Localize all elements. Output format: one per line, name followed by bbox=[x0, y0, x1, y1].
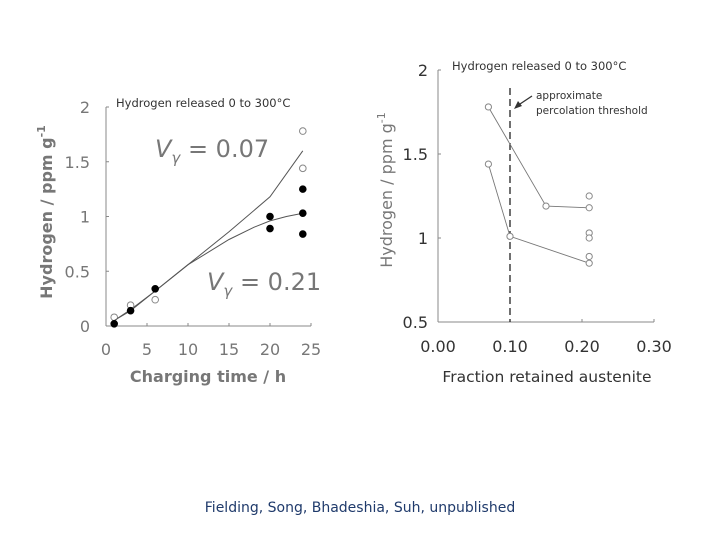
left-y-label-main: Hydrogen / ppm g bbox=[37, 137, 56, 298]
data-point-open bbox=[299, 164, 307, 173]
vgamma-021-rest: = 0.21 bbox=[232, 268, 321, 296]
right-x-tick-label: 0.10 bbox=[492, 337, 528, 356]
right-y-label-superscript: -1 bbox=[375, 112, 388, 123]
vgamma-021-sub: γ bbox=[223, 282, 233, 300]
data-point-filled bbox=[299, 185, 307, 193]
right-y-label-main: Hydrogen / ppm g bbox=[377, 123, 396, 268]
data-point-filled bbox=[299, 209, 307, 218]
left-x-tick-label: 0 bbox=[101, 340, 111, 359]
threshold-arrow-head bbox=[514, 101, 522, 109]
right-y-tick-label: 1 bbox=[418, 229, 428, 248]
left-y-tick-label: 0.5 bbox=[65, 262, 90, 281]
data-point-open bbox=[151, 295, 159, 304]
left-y-tick-label: 0 bbox=[80, 317, 90, 336]
data-point-open bbox=[484, 103, 492, 111]
data-point-open bbox=[506, 232, 514, 240]
left-y-tick-label: 1.5 bbox=[65, 153, 90, 172]
data-point-open bbox=[542, 202, 550, 210]
right-y-tick-label: 1.5 bbox=[403, 145, 428, 164]
vgamma-021-base: V bbox=[207, 268, 225, 296]
data-point-filled bbox=[126, 306, 135, 315]
right-x-axis-label: Fraction retained austenite bbox=[442, 368, 651, 386]
left-x-tick-label: 10 bbox=[178, 340, 198, 359]
data-point-open bbox=[299, 127, 307, 135]
left-y-axis-label: Hydrogen / ppm g-1 bbox=[35, 125, 56, 299]
left-y-tick-label: 1 bbox=[80, 208, 90, 227]
annotation-vgamma-021: Vγ = 0.21 bbox=[207, 268, 321, 300]
left-x-tick-label: 5 bbox=[142, 340, 152, 359]
data-point-open bbox=[585, 234, 593, 242]
right-y-axis-label: Hydrogen / ppm g-1 bbox=[375, 112, 396, 267]
data-point-open bbox=[484, 160, 492, 168]
data-point-filled bbox=[299, 230, 307, 238]
vgamma-007-rest: = 0.07 bbox=[180, 135, 269, 163]
data-point-filled bbox=[266, 224, 274, 233]
data-point-open bbox=[585, 204, 593, 212]
series-line-lower bbox=[487, 163, 590, 264]
right-x-tick-label: 0.20 bbox=[564, 337, 600, 356]
threshold-annotation-line2: percolation threshold bbox=[536, 105, 648, 117]
threshold-annotation: approximate percolation threshold bbox=[536, 90, 648, 117]
left-y-label-superscript: -1 bbox=[35, 125, 48, 137]
caption: Fielding, Song, Bhadeshia, Suh, unpublis… bbox=[204, 500, 516, 516]
threshold-annotation-line1: approximate bbox=[536, 90, 602, 102]
data-point-filled bbox=[110, 320, 118, 328]
left-x-tick-label: 15 bbox=[219, 340, 239, 359]
data-point-filled bbox=[266, 212, 274, 221]
left-chart: 0 5 10 15 20 25 0 0.5 1 1.5 2 bbox=[65, 98, 322, 359]
left-x-axis-label: Charging time / h bbox=[130, 367, 286, 386]
right-x-tick-label: 0.30 bbox=[636, 337, 672, 356]
right-chart-title: Hydrogen released 0 to 300°C bbox=[452, 59, 626, 73]
left-x-tick-label: 20 bbox=[260, 340, 280, 359]
data-point-open bbox=[585, 259, 593, 267]
fit-line-1 bbox=[113, 212, 303, 321]
data-point-open bbox=[585, 192, 593, 200]
right-y-tick-label: 2 bbox=[418, 61, 428, 80]
annotation-vgamma-007: Vγ = 0.07 bbox=[155, 135, 269, 167]
vgamma-007-sub: γ bbox=[171, 149, 181, 167]
left-x-tick-label: 25 bbox=[301, 340, 321, 359]
left-y-tick-label: 2 bbox=[80, 98, 90, 117]
data-point-filled bbox=[151, 284, 159, 293]
vgamma-007-base: V bbox=[155, 135, 173, 163]
data-point-open bbox=[585, 252, 593, 261]
left-chart-title: Hydrogen released 0 to 300°C bbox=[116, 96, 290, 110]
right-x-tick-label: 0.00 bbox=[420, 337, 456, 356]
series-line-upper bbox=[488, 106, 590, 209]
right-y-tick-label: 0.5 bbox=[403, 313, 428, 332]
right-chart: 0.00 0.10 0.20 0.30 0.5 1 1.5 2 bbox=[403, 61, 672, 356]
